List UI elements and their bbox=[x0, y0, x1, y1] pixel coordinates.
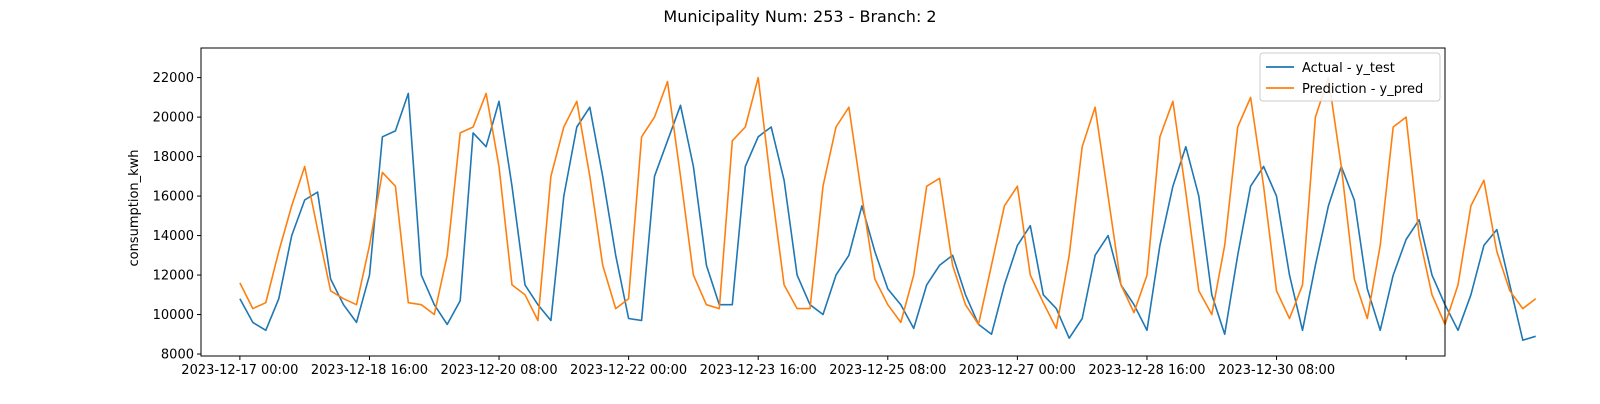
plot-area: 8000 10000 12000 14000 16000 18000 20000 22000 2… bbox=[153, 71, 1537, 378]
x-tick-label: 2023-12-23 16:00 bbox=[700, 363, 817, 378]
x-tick-label: 2023-12-18 16:00 bbox=[311, 363, 428, 378]
x-tick-label: 2023-12-25 08:00 bbox=[829, 363, 946, 378]
y-tick-label: 22000 bbox=[153, 71, 194, 86]
legend: Actual - y_test Prediction - y_pred bbox=[1259, 52, 1441, 102]
y-axis-label: consumption_kwh bbox=[127, 149, 142, 266]
x-tick-label: 2023-12-28 16:00 bbox=[1088, 363, 1205, 378]
y-tick-label: 10000 bbox=[153, 308, 194, 323]
y-tick-label: 8000 bbox=[161, 348, 194, 363]
axes-frame bbox=[200, 47, 1446, 357]
legend-label: Prediction - y_pred bbox=[1302, 82, 1423, 97]
x-tick-label: 2023-12-22 00:00 bbox=[570, 363, 687, 378]
y-tick-label: 20000 bbox=[153, 111, 194, 126]
legend-label: Actual - y_test bbox=[1302, 61, 1395, 76]
chart-title: Municipality Num: 253 - Branch: 2 bbox=[663, 7, 936, 26]
y-tick-label: 18000 bbox=[153, 150, 194, 165]
y-tick-label: 12000 bbox=[153, 269, 194, 284]
x-tick-label: 2023-12-30 08:00 bbox=[1218, 363, 1335, 378]
legend-box bbox=[1259, 52, 1441, 102]
series-line-actual bbox=[239, 92, 1536, 342]
y-tick-label: 14000 bbox=[153, 229, 194, 244]
x-tick-label: 2023-12-20 08:00 bbox=[440, 363, 557, 378]
y-tick-label: 16000 bbox=[153, 190, 194, 205]
series-line-prediction bbox=[239, 76, 1537, 330]
x-tick-label: 2023-12-27 00:00 bbox=[959, 363, 1076, 378]
x-tick-label: 2023-12-17 00:00 bbox=[181, 363, 298, 378]
